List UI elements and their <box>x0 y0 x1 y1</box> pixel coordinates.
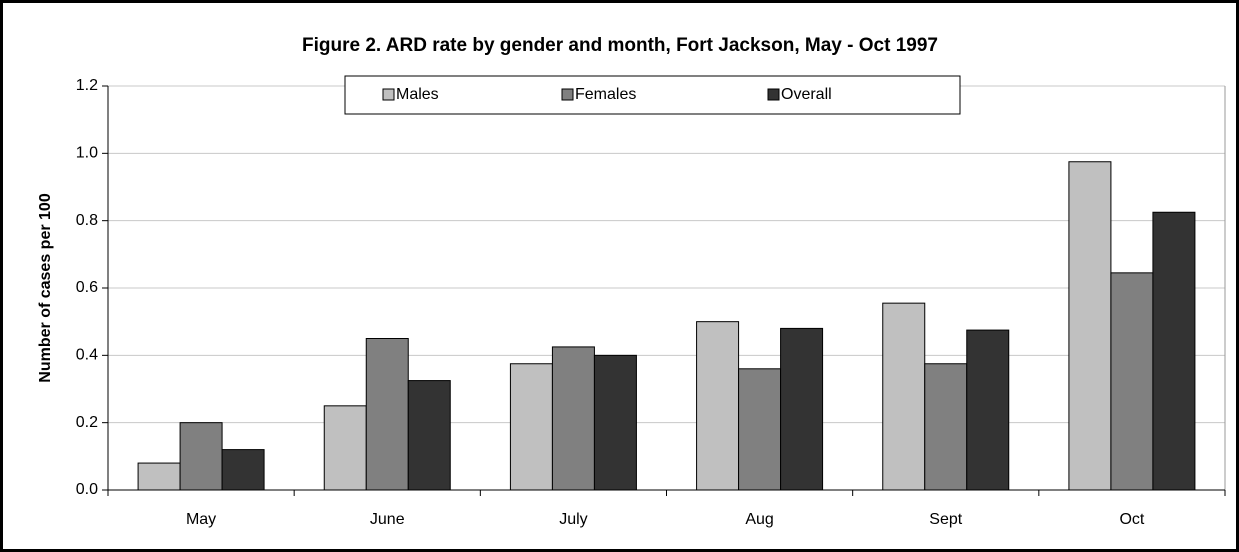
bar <box>696 321 740 491</box>
bar <box>221 449 265 491</box>
bar <box>551 346 595 491</box>
bar <box>593 354 637 491</box>
legend-label: Females <box>575 86 636 103</box>
bar <box>780 327 824 491</box>
y-tick-label: 1.2 <box>76 77 98 94</box>
legend-label: Overall <box>781 86 832 103</box>
bar <box>179 422 223 491</box>
bar <box>1068 161 1112 491</box>
legend-label: Males <box>396 86 439 103</box>
chart-title: Figure 2. ARD rate by gender and month, … <box>302 35 938 56</box>
x-tick-label: Oct <box>1119 511 1144 528</box>
legend-swatch <box>767 88 780 101</box>
y-tick-label: 0.8 <box>76 212 98 229</box>
y-tick-label: 0.2 <box>76 414 98 431</box>
bar <box>924 363 968 491</box>
bar <box>137 462 181 491</box>
x-tick-label: Sept <box>929 511 962 528</box>
y-tick-label: 0.4 <box>76 347 98 364</box>
x-tick-label: May <box>186 511 216 528</box>
bar <box>738 368 782 491</box>
y-tick-label: 1.0 <box>76 145 98 162</box>
bar <box>323 405 367 491</box>
bar <box>1110 272 1154 491</box>
x-tick-label: June <box>370 511 405 528</box>
bar <box>1152 211 1196 491</box>
x-tick-label: Aug <box>745 511 773 528</box>
bar <box>365 338 409 491</box>
bar <box>966 329 1010 491</box>
y-tick-label: 0.6 <box>76 279 98 296</box>
bar <box>882 302 926 491</box>
bar <box>509 363 553 491</box>
y-tick-label: 0.0 <box>76 481 98 498</box>
legend-swatch <box>561 88 574 101</box>
legend-swatch <box>382 88 395 101</box>
bar <box>407 380 451 491</box>
x-tick-label: July <box>559 511 587 528</box>
y-axis-label: Number of cases per 100 <box>37 193 54 383</box>
legend-box <box>344 75 961 115</box>
